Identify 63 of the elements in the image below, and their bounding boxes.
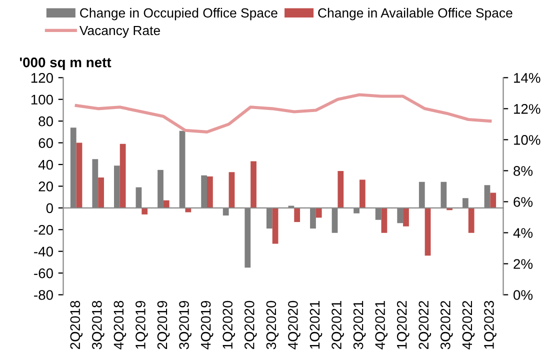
bar	[316, 208, 322, 218]
bar	[228, 172, 235, 208]
bar	[359, 180, 366, 208]
bar	[381, 208, 388, 233]
y2-tick-label: 10%	[514, 135, 540, 145]
y-tick-label: -20	[34, 224, 53, 235]
bar	[120, 144, 126, 208]
x-tick-label: 1Q2022	[396, 301, 410, 349]
x-tick-label: 1Q2021	[310, 300, 322, 349]
line-series	[74, 93, 492, 134]
x-tick-label: 4Q2019	[200, 300, 214, 350]
y-tick-label: 20	[38, 182, 53, 192]
y-tick-label: 120	[31, 72, 53, 83]
x-tick-label: 2Q2020	[244, 300, 257, 350]
legend-label: Change in Available Office Space	[318, 8, 512, 20]
bar	[424, 208, 431, 256]
y2-tick-label: 12%	[514, 104, 540, 114]
x-tick-label: 4Q2018	[114, 300, 126, 350]
legend-label: Vacancy Rate	[79, 26, 160, 38]
y-tick-label: -40	[34, 246, 53, 257]
bar	[272, 208, 278, 244]
x-tick-label: 4Q2022	[462, 301, 475, 350]
y-tick-label: -80	[34, 290, 53, 300]
x-tick-label: 2Q2018	[70, 300, 83, 350]
y2-tick-label: 8%	[514, 166, 533, 176]
bar	[338, 171, 344, 208]
y-tick-label: 80	[38, 116, 53, 126]
x-tick-label: 1Q2019	[136, 300, 148, 349]
bar	[207, 176, 213, 208]
bar	[185, 208, 192, 212]
bar	[98, 178, 104, 208]
bar	[403, 208, 409, 226]
x-tick-label: 1Q2023	[484, 300, 496, 349]
x-tick-label: 2Q2021	[332, 300, 344, 350]
y2-tick-label: 6%	[514, 197, 533, 207]
y-axis-title: '000 sq m nett	[20, 57, 112, 70]
x-tick-label: 3Q2020	[266, 300, 279, 350]
bar	[142, 208, 148, 214]
legend-label: Change in Occupied Office Space	[80, 8, 278, 20]
x-tick-label: 2Q2022	[418, 301, 432, 350]
bar	[468, 208, 474, 233]
y-tick-label: 0	[46, 203, 53, 214]
y2-tick-label: 14%	[514, 73, 540, 83]
x-tick-label: 1Q2020	[222, 300, 236, 349]
x-tick-label: 4Q2021	[375, 300, 388, 350]
x-tick-label: 2Q2019	[157, 300, 170, 350]
y-tick-label: 100	[31, 94, 53, 105]
x-tick-label: 3Q2019	[179, 300, 192, 350]
x-tick-label: 3Q2022	[440, 301, 453, 350]
x-tick-label: 3Q2021	[353, 300, 366, 350]
bar	[250, 161, 256, 208]
bar	[76, 142, 82, 208]
bar	[490, 192, 496, 208]
bar	[163, 200, 170, 208]
y-tick-label: -60	[34, 268, 53, 278]
y-tick-label: 40	[38, 160, 53, 170]
y-tick-label: 60	[38, 138, 53, 148]
x-tick-label: 4Q2020	[288, 300, 300, 350]
y2-tick-label: 0%	[514, 290, 533, 300]
y2-tick-label: 4%	[513, 228, 533, 238]
x-tick-label: 3Q2018	[92, 300, 104, 350]
y2-tick-label: 2%	[514, 259, 533, 269]
bar	[294, 208, 300, 222]
